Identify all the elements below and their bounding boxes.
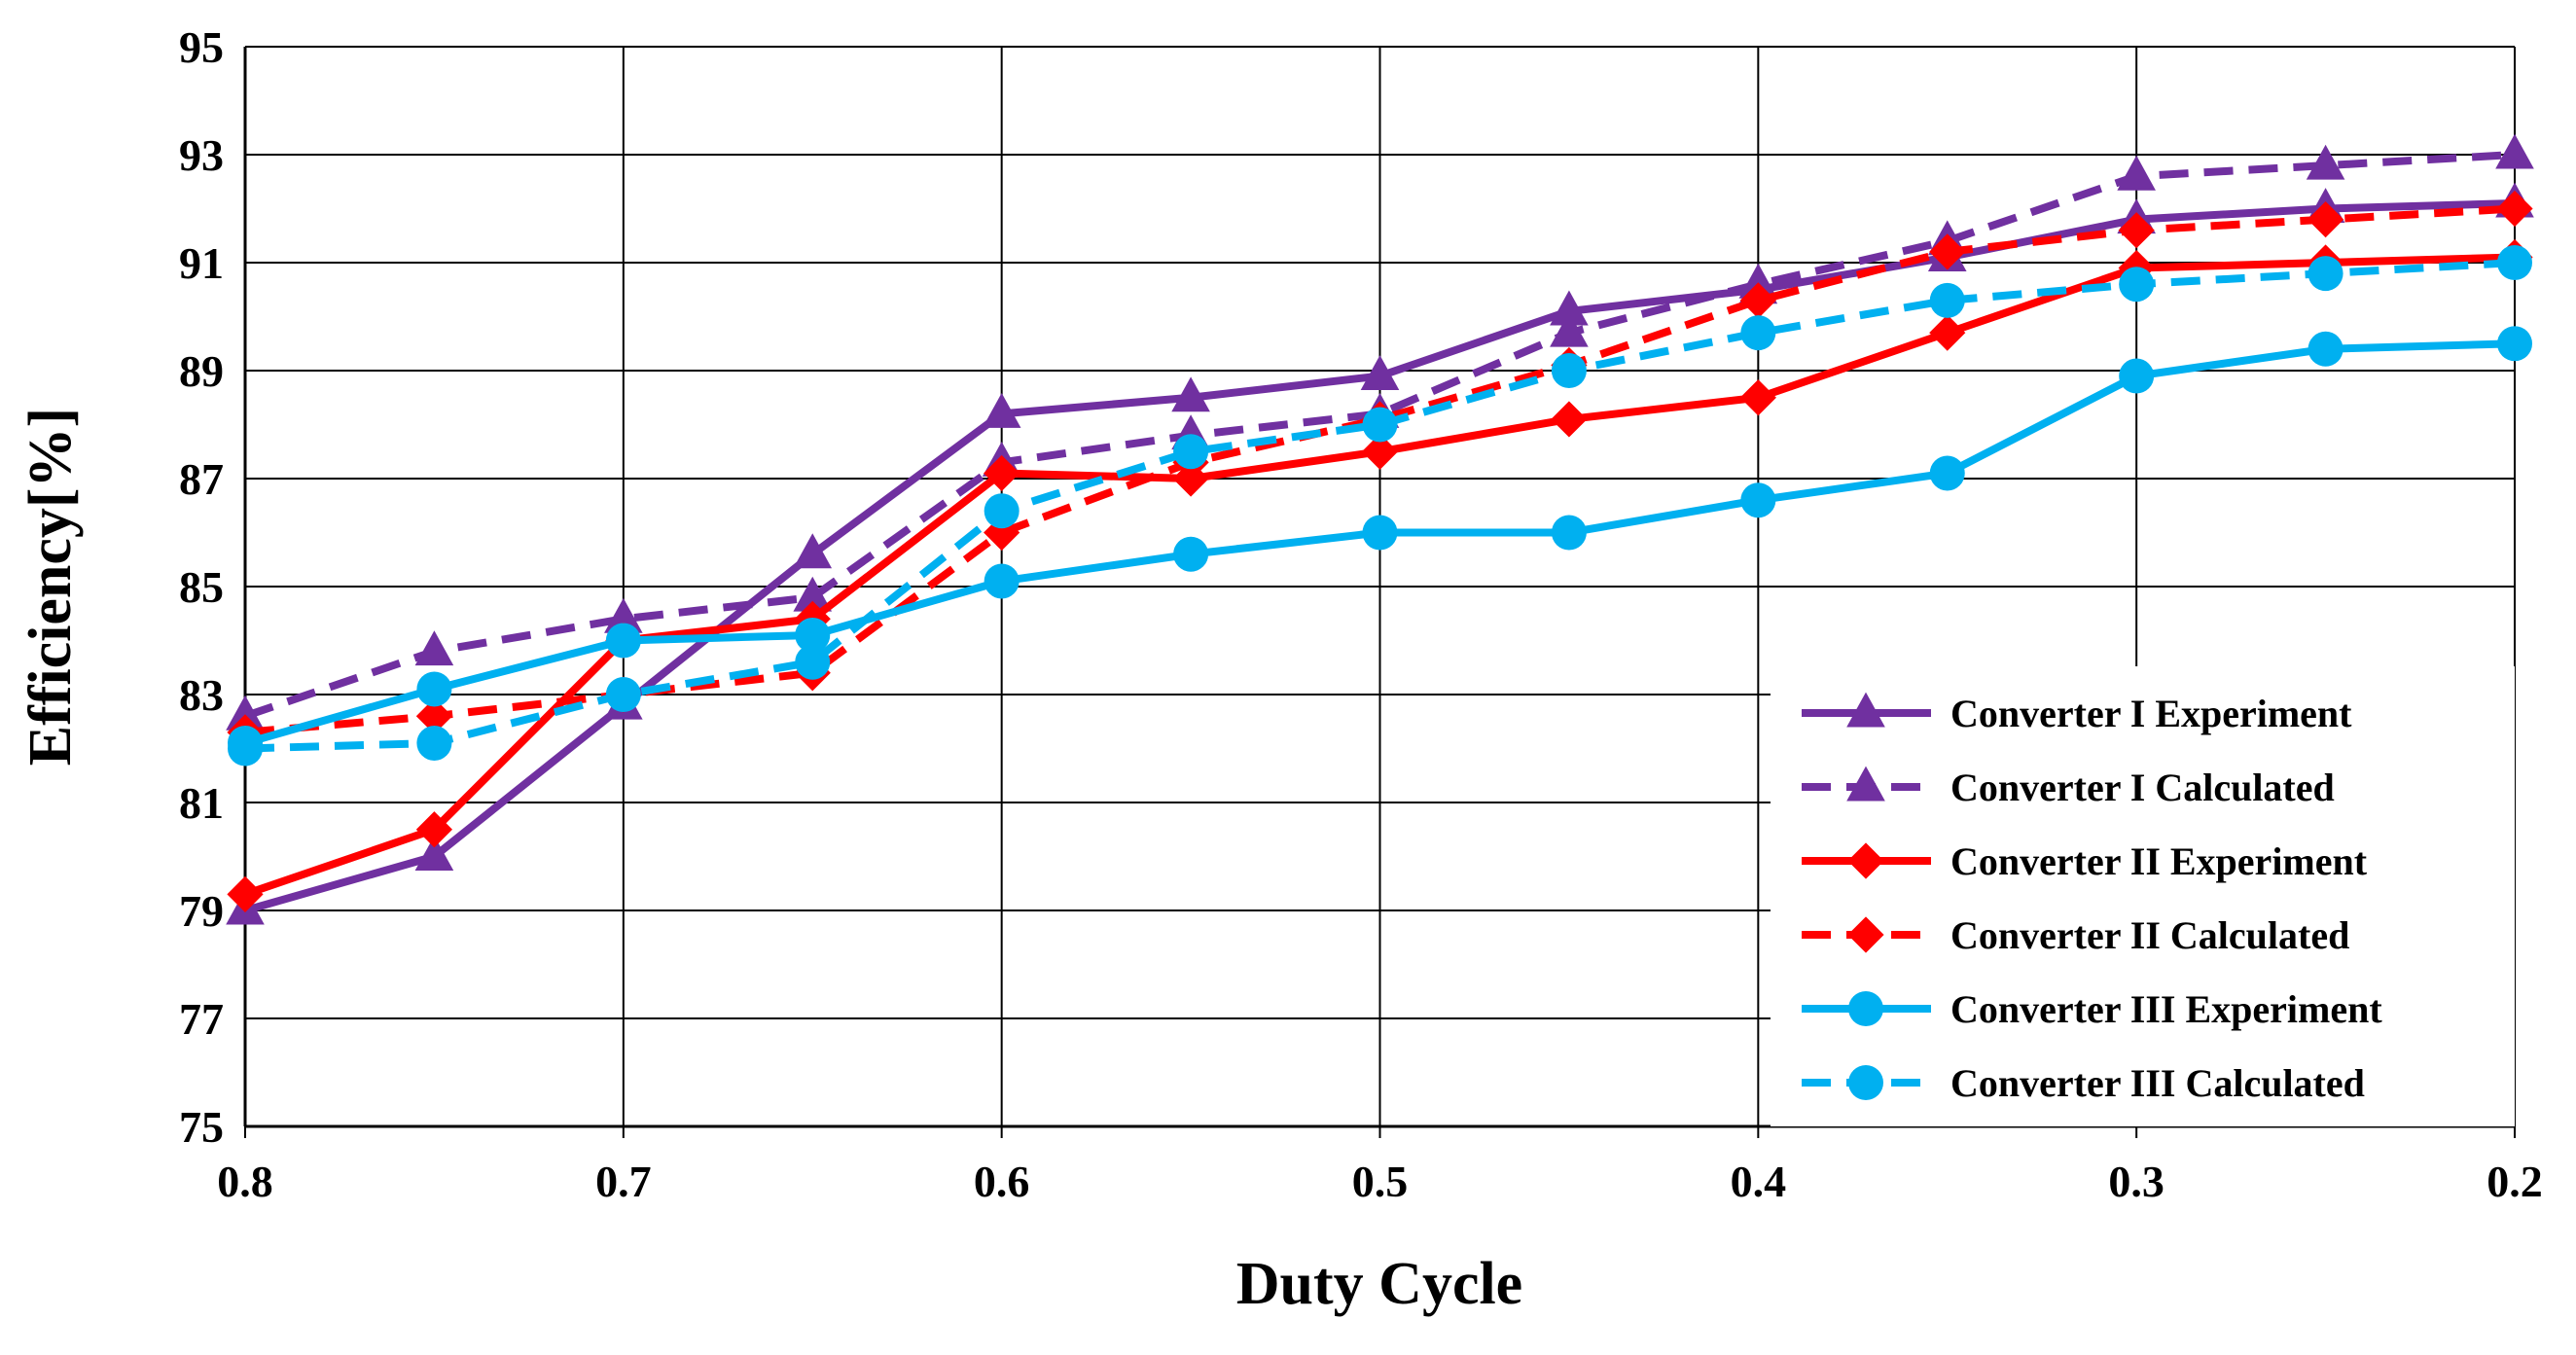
y-tick-label: 77 [179,994,224,1044]
legend-entry: Converter III Calculated [1802,1061,2365,1105]
data-point [1362,515,1398,551]
data-point [1739,282,1776,319]
legend-entry: Converter I Experiment [1802,692,2352,735]
tick-labels: 75 77 79 81 83 85 87 89 91 93 95 0.8 0.7 0.6 0.5 0.4 0.3… [179,22,2543,1206]
legend-label: Converter III Calculated [1950,1061,2365,1105]
data-point [1929,314,1966,351]
legend-entry: Converter III Experiment [1802,987,2382,1031]
x-tick-label: 0.5 [1352,1157,1409,1206]
y-tick-label: 87 [179,454,224,504]
data-point [416,725,452,761]
legend-box [1771,666,2515,1126]
data-point [984,493,1020,529]
data-point [1550,290,1589,326]
legend-entry: Converter II Calculated [1802,913,2349,957]
data-point [1551,353,1587,388]
data-point [2118,212,2155,249]
data-point [414,630,454,666]
legend-label: Converter I Calculated [1950,766,2335,809]
series-converter-iii-calculated [228,245,2532,767]
data-point [982,393,1021,428]
data-point [1929,282,1965,318]
data-point [228,731,263,767]
x-tick-label: 0.2 [2487,1157,2543,1206]
legend-label: Converter I Experiment [1950,692,2352,735]
x-tick-label: 0.3 [2108,1157,2165,1206]
data-point [1551,401,1588,438]
legend-label: Converter II Calculated [1950,913,2349,957]
y-tick-label: 79 [179,886,224,936]
data-point [227,875,264,912]
x-tick-label: 0.8 [217,1157,273,1206]
y-tick-label: 93 [179,130,224,180]
data-point [2497,326,2532,362]
data-point [2119,358,2155,394]
data-point [1738,263,1778,299]
data-point [605,677,641,712]
data-point [1362,407,1398,443]
data-point [604,597,643,633]
data-point [1929,233,1966,270]
data-point [795,644,831,680]
legend-entry: Converter I Calculated [1802,766,2335,809]
data-point [1361,433,1399,470]
legend-marker [1848,991,1883,1026]
legend-marker [1847,842,1884,879]
data-point [2306,144,2345,180]
data-series [226,133,2534,925]
y-tick-label: 89 [179,346,224,396]
data-point [1171,376,1210,412]
data-point [1740,315,1776,351]
data-point [2119,267,2155,303]
y-tick-label: 85 [179,562,224,612]
data-point [2307,201,2344,238]
data-point [1739,379,1776,416]
data-point [415,811,453,848]
data-point [984,454,1020,492]
legend-entry: Converter II Experiment [1802,839,2368,883]
data-point [226,695,265,731]
data-point [1740,482,1776,518]
y-tick-label: 75 [179,1102,224,1152]
data-point [2496,190,2533,228]
data-point [2308,331,2343,367]
data-point [1173,536,1209,572]
y-axis-title: Efficiency[%] [18,408,84,766]
legend-label: Converter II Experiment [1950,839,2368,883]
data-point [793,576,833,612]
data-point [1550,311,1589,347]
data-point [1173,434,1209,470]
data-point [414,836,454,871]
legend-marker [1846,692,1885,728]
data-point [793,533,833,569]
x-tick-label: 0.6 [974,1157,1030,1206]
data-point [605,623,641,659]
legend-label: Converter III Experiment [1950,987,2382,1031]
data-point [1929,455,1965,491]
data-point [2495,133,2534,169]
data-point [1360,355,1400,391]
legend: Converter I Experiment Converter I Calcul… [1771,666,2515,1126]
data-point [416,671,452,707]
x-tick-label: 0.4 [1731,1157,1787,1206]
x-axis-title: Duty Cycle [1236,1251,1522,1317]
y-tick-label: 91 [179,238,224,288]
data-point [415,697,453,734]
data-point [2117,155,2156,191]
data-point [2308,256,2343,292]
x-tick-label: 0.7 [595,1157,652,1206]
data-point [1551,515,1587,551]
y-tick-label: 81 [179,778,224,828]
legend-marker [1846,766,1885,802]
data-point [795,617,831,653]
data-point [984,563,1020,599]
y-tick-label: 95 [179,22,224,72]
legend-marker [1848,1065,1883,1100]
y-tick-label: 83 [179,670,224,720]
data-point [2497,245,2532,280]
legend-marker [1847,916,1884,953]
